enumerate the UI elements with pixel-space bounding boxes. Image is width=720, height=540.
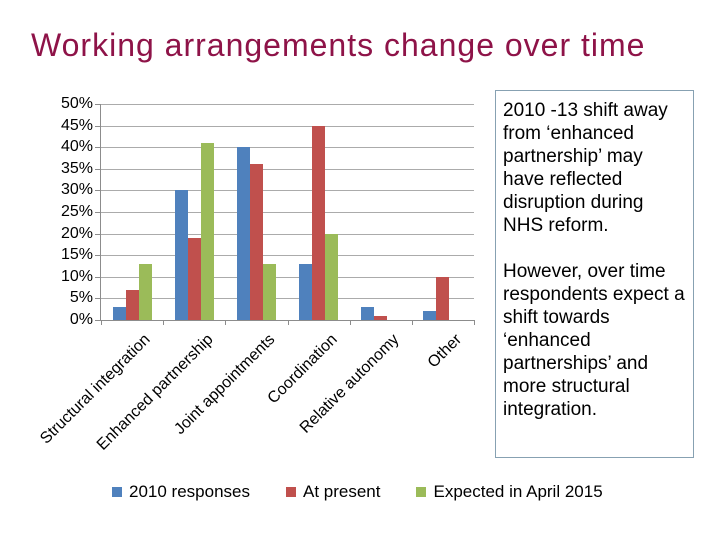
- y-axis-tick-label: 10%: [60, 268, 93, 285]
- x-axis-tick: [412, 320, 413, 325]
- bar: [262, 264, 276, 320]
- bar: [299, 264, 313, 320]
- gridline: [101, 169, 474, 170]
- x-axis-tick: [225, 320, 226, 325]
- gridline: [101, 147, 474, 148]
- y-axis-tick: [95, 277, 100, 278]
- gridline: [101, 234, 474, 235]
- bar: [112, 307, 126, 320]
- y-axis-tick-label: 5%: [69, 289, 93, 306]
- x-axis-tick: [350, 320, 351, 325]
- y-axis-tick: [95, 190, 100, 191]
- y-axis-tick: [95, 298, 100, 299]
- y-axis-tick-label: 0%: [69, 311, 93, 328]
- y-axis-tick-label: 15%: [60, 246, 93, 263]
- x-axis-tick: [474, 320, 475, 325]
- gridline: [101, 255, 474, 256]
- x-axis-category-label: Enhanced partnership: [93, 331, 217, 454]
- y-axis-labels: 50% 45% 40% 35% 30% 25% 20% 15% 10% 5% 0%: [38, 95, 93, 328]
- y-axis-tick-label: 50%: [60, 95, 93, 112]
- annotation-box: 2010 -13 shift away from ‘enhanced partn…: [495, 90, 694, 458]
- gridline: [101, 104, 474, 105]
- bar: [138, 264, 152, 320]
- annotation-paragraph-2: However, over time respondents expect a …: [503, 261, 685, 420]
- bar: [125, 290, 139, 320]
- bar: [174, 190, 188, 320]
- slide-title: Working arrangements change over time: [31, 27, 646, 63]
- y-axis-tick: [95, 234, 100, 235]
- legend-label: 2010 responses: [129, 482, 250, 501]
- gridline: [101, 277, 474, 278]
- y-axis-tick: [95, 212, 100, 213]
- gridline: [101, 190, 474, 191]
- legend-label: At present: [302, 482, 381, 501]
- legend-item: At present: [285, 482, 381, 502]
- x-axis-tick: [101, 320, 102, 325]
- bar: [200, 143, 214, 320]
- gridline: [101, 298, 474, 299]
- y-axis-tick: [95, 126, 100, 127]
- legend-color-swatch: [285, 487, 296, 497]
- y-axis-tick-label: 20%: [60, 225, 93, 242]
- legend-color-swatch: [416, 487, 427, 497]
- y-axis-tick-label: 25%: [60, 203, 93, 220]
- x-axis-tick: [163, 320, 164, 325]
- gridline: [101, 126, 474, 127]
- gridline: [101, 212, 474, 213]
- y-axis-tick: [95, 320, 100, 321]
- legend-label: Expected in April 2015: [433, 482, 603, 501]
- bar: [361, 307, 375, 320]
- bar: [374, 316, 388, 320]
- x-axis-labels: Structural integration Enhanced partnersh…: [38, 331, 473, 466]
- y-axis-tick: [95, 104, 100, 105]
- bar: [236, 147, 250, 320]
- legend-color-swatch: [112, 487, 122, 497]
- chart-plot-area: [95, 104, 475, 325]
- chart-legend: 2010 responses At present Expected in Apri…: [112, 482, 603, 502]
- x-axis-tick: [288, 320, 289, 325]
- y-axis-tick-label: 45%: [60, 117, 93, 134]
- bar: [423, 311, 437, 320]
- y-axis-tick: [95, 147, 100, 148]
- bar: [249, 164, 263, 320]
- x-axis-category-label: Structural integration: [37, 331, 155, 448]
- y-axis-tick: [95, 255, 100, 256]
- legend-item: 2010 responses: [112, 482, 250, 502]
- bar: [312, 126, 326, 320]
- y-axis-tick-label: 30%: [60, 181, 93, 198]
- y-axis-tick: [95, 169, 100, 170]
- x-axis-category-label: Other: [424, 331, 465, 372]
- bar: [187, 238, 201, 320]
- y-axis-tick-label: 35%: [60, 160, 93, 177]
- bar: [325, 234, 339, 320]
- y-axis-tick-label: 40%: [60, 138, 93, 155]
- annotation-paragraph-1: 2010 -13 shift away from ‘enhanced partn…: [503, 100, 668, 236]
- legend-item: Expected in April 2015: [416, 482, 603, 502]
- bar: [436, 277, 450, 320]
